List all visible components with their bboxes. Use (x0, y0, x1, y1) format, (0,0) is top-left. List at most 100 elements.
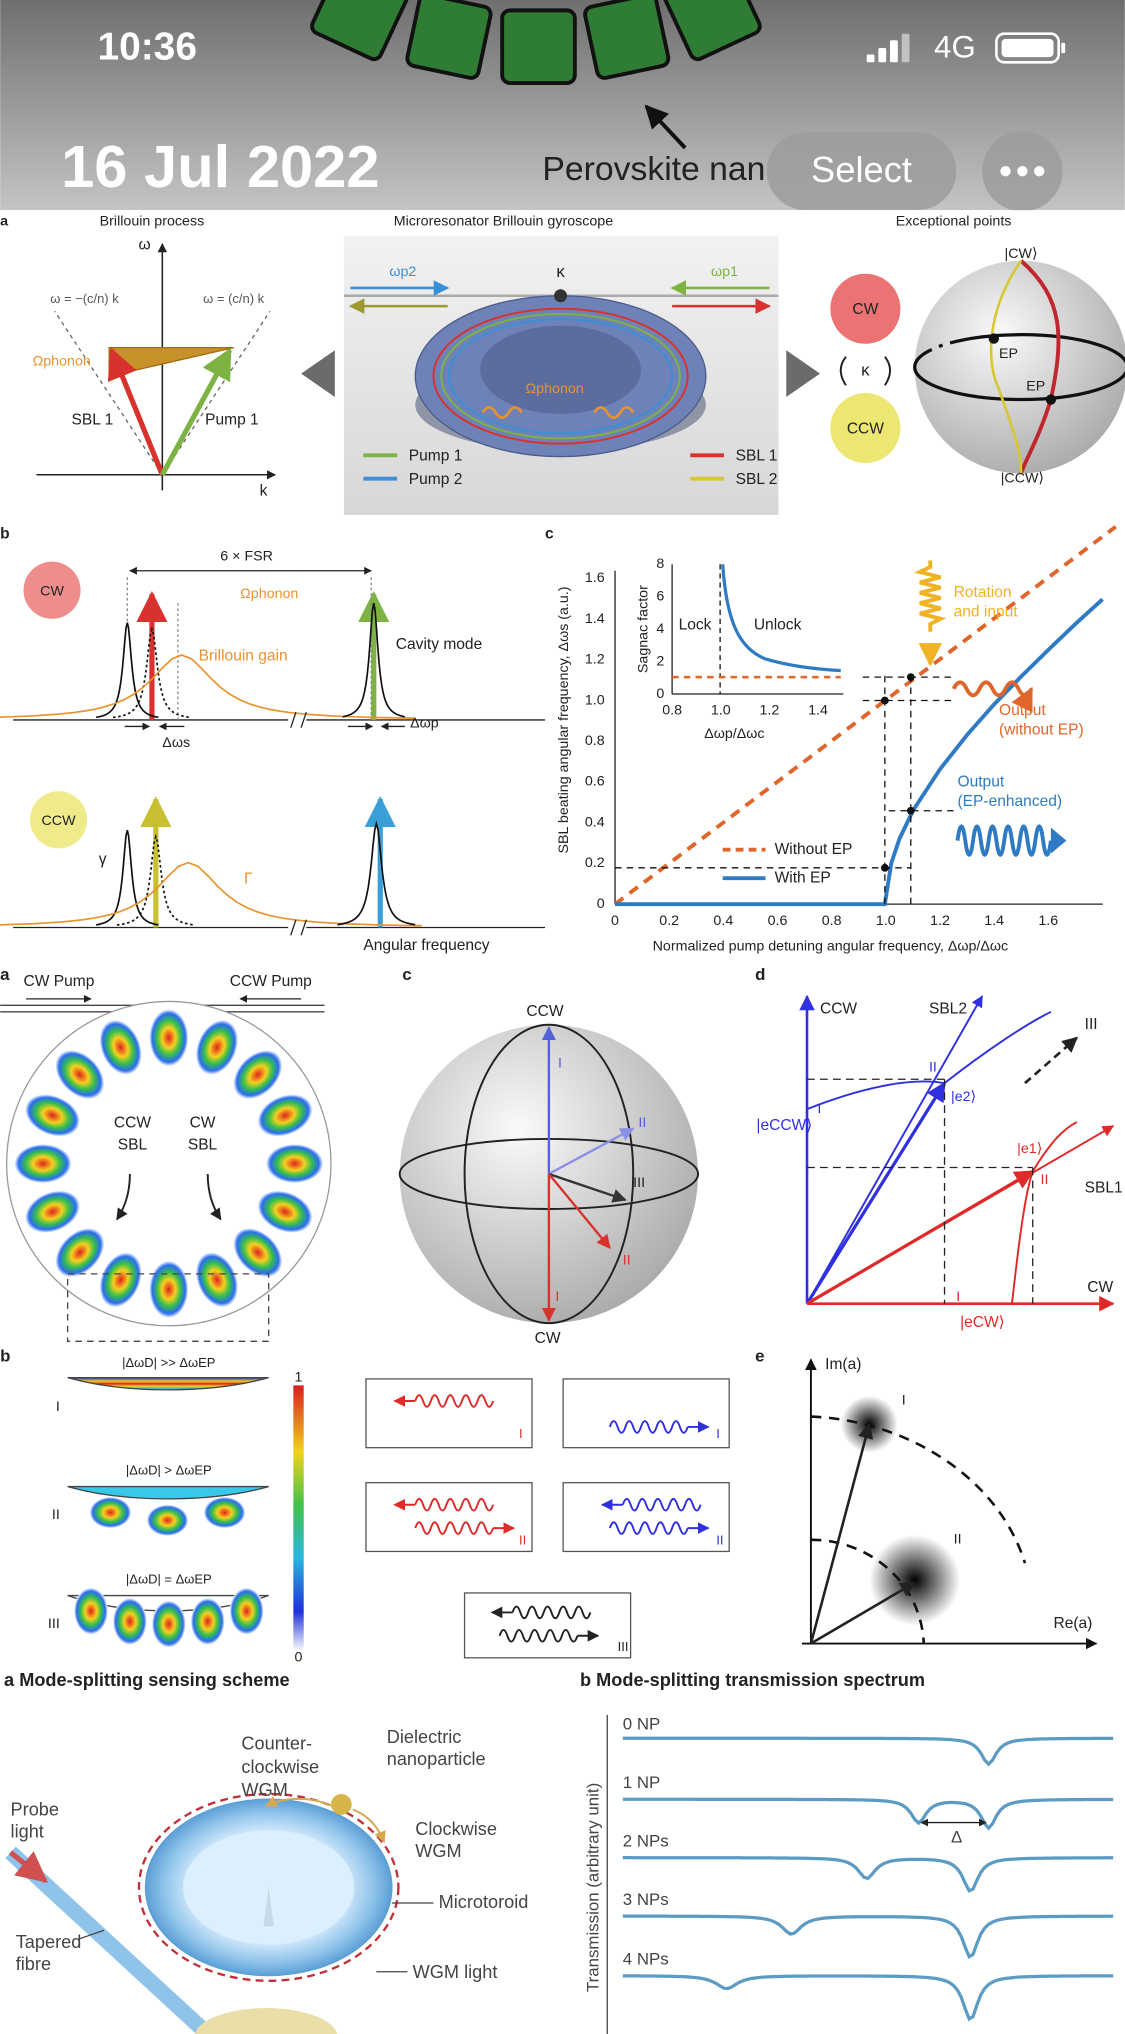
figure-3-waves-path (498, 1628, 579, 1643)
figure-2-peaks-path (95, 622, 159, 719)
vector-label: II (623, 1253, 631, 1269)
figure-2 (0, 525, 1117, 936)
ccw: WGM (241, 1780, 287, 1800)
legend: SBL 1 (736, 448, 778, 465)
figure-3-waves (393, 1394, 710, 1643)
select-button-rect[interactable] (766, 132, 957, 211)
photo-top (0, 0, 1125, 211)
figure-3-waves-path (414, 1521, 495, 1535)
figure-4-wgm (137, 1792, 400, 1982)
ccw: Counter- (241, 1734, 312, 1754)
figure-3-lobes-ellipse (233, 1050, 283, 1100)
figure-2-polygon (1050, 827, 1067, 854)
figure-1-line (107, 347, 165, 476)
figure-1-path (989, 259, 1023, 474)
toroid: Microtoroid (439, 1892, 529, 1912)
status-icons-rect (878, 47, 887, 63)
figure-3-lobes (14, 1009, 324, 1318)
y-tick-label: 1.2 (585, 652, 605, 668)
figure-2-circle (30, 791, 88, 849)
figure-1-path (593, 406, 635, 419)
cw-pump: CW Pump (24, 973, 95, 990)
ccw: CCW (847, 420, 884, 437)
x-tick-label: 0.2 (659, 913, 679, 929)
figure-3-lobes-ellipse (99, 1252, 142, 1308)
status-icons-rect (1001, 38, 1054, 58)
inset-y-tick-label: 2 (656, 653, 664, 669)
more-button[interactable] (982, 131, 1063, 212)
figure-3-rect (293, 1385, 304, 1652)
title: b Mode-splitting transmission spectrum (580, 1670, 925, 1690)
figure-3-blobs-ellipse (229, 1587, 264, 1635)
figure-3-lobes-ellipse (195, 1252, 238, 1308)
wave-label: II (519, 1532, 526, 1547)
figure-3-g-line (548, 1172, 627, 1203)
direction: III (1085, 1016, 1098, 1033)
figure-3-lobes-ellipse (55, 1050, 105, 1100)
select-button[interactable] (766, 132, 957, 211)
ccw-sbl: CCW (114, 1114, 151, 1131)
figure-2-peaks-path (290, 711, 307, 728)
row-label: II (52, 1507, 60, 1523)
panel-label: c (402, 965, 411, 984)
figure-3-g-rect (365, 1482, 533, 1553)
ep-2: EP (1026, 378, 1045, 394)
figure-3-blobs-ellipse (203, 1496, 246, 1529)
cw: CW (852, 301, 878, 318)
figure-3-blobs-ellipse (190, 1598, 225, 1645)
figure-3-waves-path (414, 1394, 495, 1408)
north: |CW⟩ (1005, 246, 1038, 262)
fsr: 6 × FSR (220, 548, 273, 564)
cw-sbl: SBL (188, 1137, 218, 1154)
output-with: Output (957, 773, 1004, 790)
trace-label: 2 NPs (623, 1831, 669, 1850)
figure-4-spectra-path (622, 1797, 1114, 1831)
figure-3-g (541, 1025, 635, 1322)
e1: |e1⟩ (1017, 1141, 1042, 1157)
inset-y-tick-label: 8 (656, 556, 664, 572)
x-axis: Re(a) (1053, 1615, 1092, 1632)
figure-3-line (806, 995, 983, 1305)
photo-top-rect (310, 0, 409, 62)
figure-3-g-line (547, 1173, 611, 1249)
south: |CCW⟩ (1001, 470, 1044, 486)
figure-3-ellipse (463, 1023, 635, 1325)
output-without: Output (999, 702, 1046, 719)
figure-1-circle (554, 289, 568, 303)
select-button-label[interactable]: Select (811, 149, 912, 190)
particle: Dielectric (387, 1727, 462, 1747)
figure-1 (0, 210, 1125, 519)
trace-label: 0 NP (623, 1715, 660, 1734)
unlock: Unlock (754, 616, 802, 633)
figure-1-circle (914, 260, 1125, 474)
legend: Pump 1 (409, 448, 463, 465)
more-button-circle[interactable] (1000, 166, 1011, 177)
more-button-circle[interactable] (1034, 166, 1045, 177)
gamma: γ (99, 851, 107, 868)
figure-3-lobes-ellipse (55, 1228, 105, 1277)
figure-3-line (1024, 1036, 1079, 1085)
legend: SBL 2 (736, 471, 778, 488)
figure-4-path (352, 1808, 386, 1844)
figure-3-path (67, 1485, 269, 1500)
more-button-circle[interactable] (1017, 166, 1028, 177)
rotation: and input (954, 603, 1019, 620)
figure-4 (5, 1714, 1114, 2034)
figure-1-line (160, 347, 233, 477)
delta-s: Δωs (162, 735, 190, 751)
figure-3-rect (66, 1273, 270, 1342)
legend: With EP (775, 869, 831, 886)
figure-1-polygon (301, 350, 335, 397)
vector-label: III (633, 1175, 645, 1191)
photo-caption: Perovskite nan (542, 150, 765, 188)
x-tick-label: 0.6 (768, 913, 788, 929)
figure-2-path (955, 824, 1053, 857)
figure-3-g (807, 1078, 1034, 1304)
figure-2-peaks-path (112, 626, 191, 719)
lock: Lock (679, 616, 712, 633)
figure-3-blobs-ellipse (146, 1504, 189, 1536)
figure-1-circle (830, 393, 901, 464)
panel-label: a (0, 965, 10, 984)
status-icons-rect (866, 54, 875, 63)
legend: Pump 2 (409, 471, 463, 488)
